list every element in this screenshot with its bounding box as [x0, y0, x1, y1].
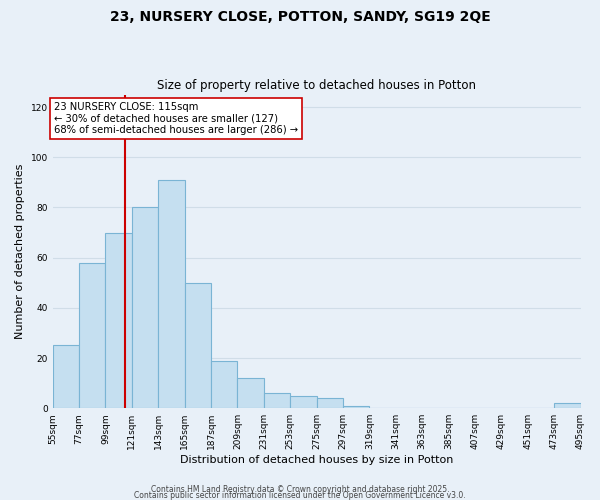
- Title: Size of property relative to detached houses in Potton: Size of property relative to detached ho…: [157, 79, 476, 92]
- Text: 23, NURSERY CLOSE, POTTON, SANDY, SG19 2QE: 23, NURSERY CLOSE, POTTON, SANDY, SG19 2…: [110, 10, 490, 24]
- Bar: [343, 406, 370, 408]
- Bar: [79, 262, 106, 408]
- Text: Contains public sector information licensed under the Open Government Licence v3: Contains public sector information licen…: [134, 490, 466, 500]
- Bar: [238, 378, 264, 408]
- Bar: [185, 282, 211, 408]
- Text: Contains HM Land Registry data © Crown copyright and database right 2025.: Contains HM Land Registry data © Crown c…: [151, 484, 449, 494]
- Bar: [132, 208, 158, 408]
- Bar: [158, 180, 185, 408]
- Bar: [554, 403, 581, 408]
- Bar: [211, 360, 238, 408]
- Bar: [53, 346, 79, 408]
- Y-axis label: Number of detached properties: Number of detached properties: [15, 164, 25, 339]
- Bar: [317, 398, 343, 408]
- Bar: [264, 393, 290, 408]
- X-axis label: Distribution of detached houses by size in Potton: Distribution of detached houses by size …: [180, 455, 453, 465]
- Bar: [106, 232, 132, 408]
- Text: 23 NURSERY CLOSE: 115sqm
← 30% of detached houses are smaller (127)
68% of semi-: 23 NURSERY CLOSE: 115sqm ← 30% of detach…: [54, 102, 298, 136]
- Bar: [290, 396, 317, 408]
